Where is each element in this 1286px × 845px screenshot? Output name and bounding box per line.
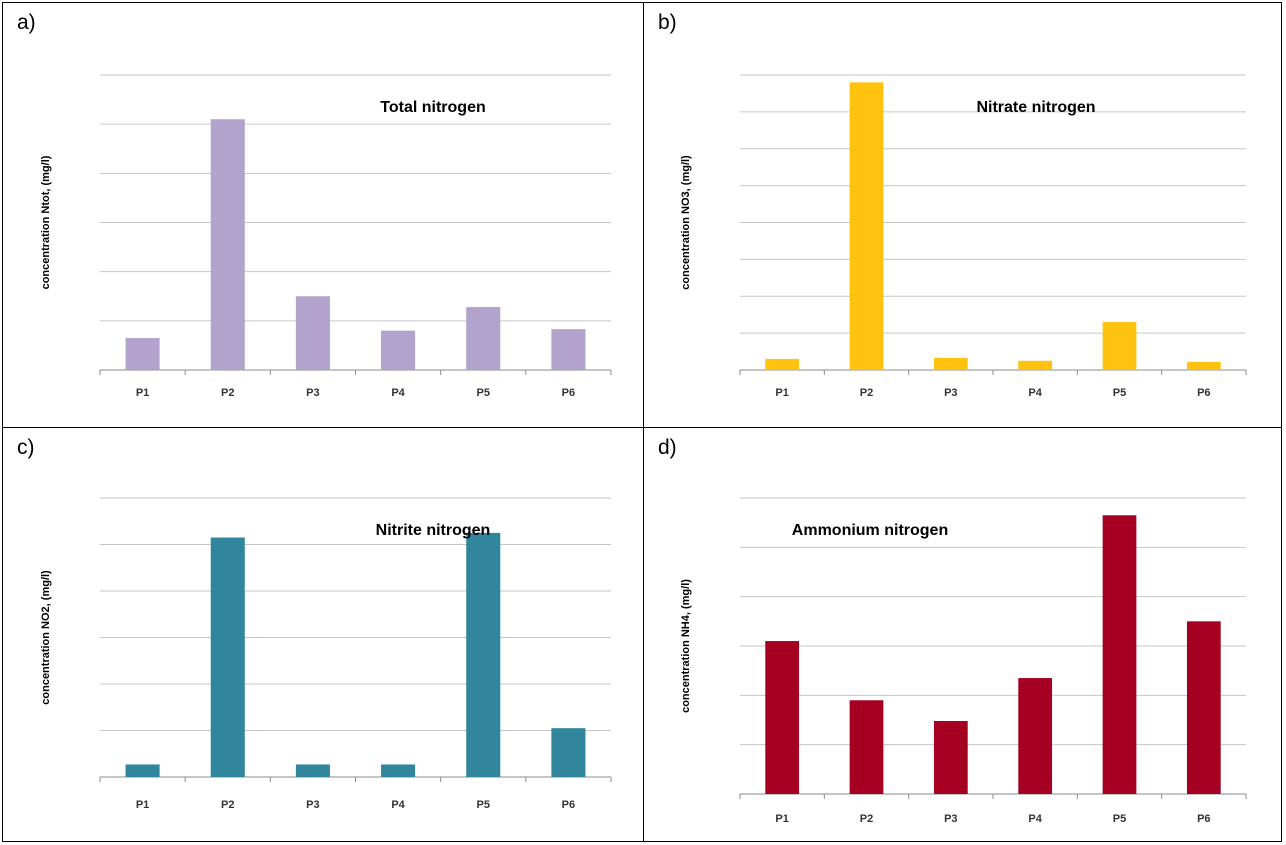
x-tick-label: P6: [1197, 813, 1210, 825]
x-tick-label: P1: [775, 387, 788, 399]
panel-letter: d): [658, 436, 677, 459]
x-tick-label: P1: [775, 813, 788, 825]
bar-p5: [1102, 515, 1137, 794]
bar-p4: [381, 330, 416, 370]
x-tick-label: P6: [562, 387, 575, 399]
y-axis-label: concentration NO2, (mg/l): [40, 570, 52, 705]
y-axis-label: concentration NH4, (mg/l): [680, 579, 692, 713]
x-tick-label: P4: [1028, 387, 1042, 399]
bar-p1: [765, 641, 800, 794]
chart-title: Nitrite nitrogen: [376, 522, 491, 539]
x-tick-label: P2: [860, 387, 873, 399]
x-tick-label: P1: [136, 799, 149, 811]
x-tick-label: P5: [477, 387, 490, 399]
x-tick-label: P6: [1197, 387, 1210, 399]
panel-a: a) P1 P2 P3 P4 P5 P6 concentration Ntot, (mg/l…: [3, 3, 643, 427]
bar-p2: [210, 119, 245, 370]
bar-p3: [933, 357, 968, 370]
bar-p6: [551, 329, 586, 370]
x-tick-label: P4: [1028, 813, 1042, 825]
chart-svg: P1 P2 P3 P4 P5 P6 concentration NH4, (mg/l) Amm…: [680, 497, 1247, 825]
x-tick-label: P1: [136, 387, 149, 399]
x-tick-label: P5: [1113, 387, 1126, 399]
chart-svg: P1 P2 P3 P4 P5 P6 concentration Ntot, (mg/l) To…: [40, 74, 612, 399]
bar-p3: [295, 764, 330, 777]
bar-p4: [1018, 360, 1053, 370]
bar-p1: [765, 358, 800, 370]
x-tick-label: P2: [860, 813, 873, 825]
bar-p3: [295, 296, 330, 370]
grid-divider-horizontal: [3, 427, 1281, 428]
chart-svg: P1 P2 P3 P4 P5 P6 concentration NO3, (mg/l) Nit…: [680, 74, 1247, 399]
grid-divider-vertical: [643, 3, 644, 841]
x-tick-label: P5: [477, 799, 490, 811]
chart-title: Total nitrogen: [380, 99, 485, 116]
bar-p6: [551, 728, 586, 777]
bar-p3: [933, 720, 968, 794]
bar-p4: [1018, 678, 1053, 794]
bar-p6: [1186, 621, 1221, 794]
chart-title: Ammonium nitrogen: [792, 522, 948, 539]
bar-p2: [849, 82, 884, 370]
y-axis-label: concentration NO3, (mg/l): [680, 155, 692, 290]
bar-p6: [1186, 361, 1221, 370]
bar-p5: [466, 307, 501, 370]
panel-d: d) P1 P2 P3 P4 P5 P6 concentration NH4, (mg/l)…: [644, 428, 1281, 841]
x-tick-label: P2: [221, 799, 234, 811]
chart-title: Nitrate nitrogen: [976, 99, 1095, 116]
bar-p2: [849, 700, 884, 794]
x-tick-label: P3: [306, 387, 319, 399]
x-tick-label: P3: [944, 387, 957, 399]
panel-letter: c): [17, 436, 35, 459]
x-tick-label: P6: [562, 799, 575, 811]
bar-p2: [210, 537, 245, 777]
x-tick-label: P3: [944, 813, 957, 825]
y-axis-label: concentration Ntot, (mg/l): [40, 155, 52, 289]
bar-p1: [125, 764, 160, 777]
panel-b: b) P1 P2 P3 P4 P5 P6 concentration NO3, (mg/l)…: [644, 3, 1281, 427]
x-tick-label: P4: [391, 387, 405, 399]
panel-letter: a): [17, 11, 36, 34]
bar-p1: [125, 338, 160, 370]
bar-p4: [381, 764, 416, 777]
chart-svg: P1 P2 P3 P4 P5 P6 concentration NO2, (mg/l) Nit…: [40, 497, 612, 811]
x-tick-label: P5: [1113, 813, 1126, 825]
x-tick-label: P2: [221, 387, 234, 399]
x-tick-label: P4: [391, 799, 405, 811]
panel-c: c) P1 P2 P3 P4 P5 P6 concentration NO2, (mg/l)…: [3, 428, 643, 841]
bar-p5: [1102, 322, 1137, 370]
panel-letter: b): [658, 11, 677, 34]
x-tick-label: P3: [306, 799, 319, 811]
bar-p5: [466, 532, 501, 777]
